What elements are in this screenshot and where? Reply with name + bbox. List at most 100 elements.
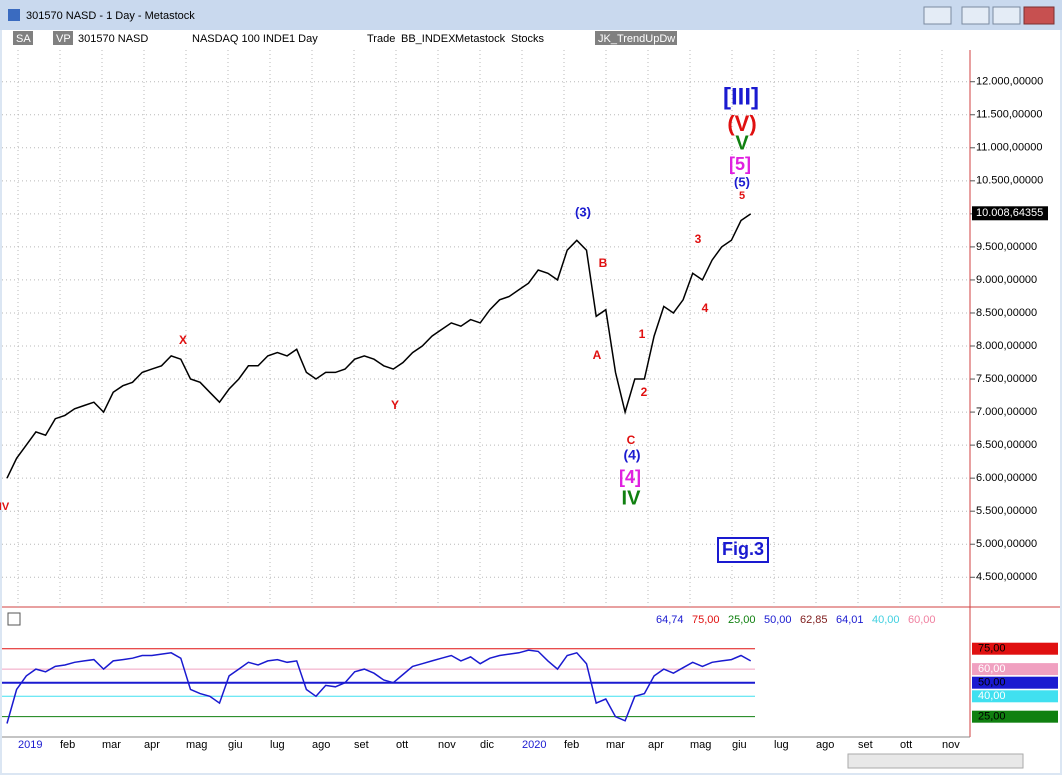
chart-area xyxy=(2,30,1060,773)
level-tag xyxy=(972,690,1058,703)
indicator-value: 25,00 xyxy=(728,614,756,626)
x-tick-label: apr xyxy=(144,739,160,751)
x-tick-label: dic xyxy=(480,739,495,751)
last-price-label: 10.008,64355 xyxy=(976,207,1043,219)
toolbar-item[interactable]: SA xyxy=(16,33,31,45)
level-tag xyxy=(972,663,1058,676)
toolbar-item[interactable]: JK_TrendUpDw xyxy=(598,33,675,45)
y-tick-label: 9.000,00000 xyxy=(976,274,1037,286)
y-tick-label: 7.000,00000 xyxy=(976,406,1037,418)
y-tick-label: 12.000,00000 xyxy=(976,76,1043,88)
window-buttons[interactable] xyxy=(923,6,1055,25)
wave-label: [4] xyxy=(619,467,641,487)
indicator-value: 64,01 xyxy=(836,614,864,626)
wave-label: 4 xyxy=(702,301,709,315)
wave-label: V xyxy=(735,132,749,154)
x-tick-label: giu xyxy=(732,739,747,751)
wave-label: B xyxy=(599,256,608,270)
y-tick-label: 7.500,00000 xyxy=(976,373,1037,385)
price-line xyxy=(6,213,752,479)
wave-label: IV xyxy=(622,487,642,509)
y-tick-label: 8.500,00000 xyxy=(976,307,1037,319)
window-title: 301570 NASD - 1 Day - Metastock xyxy=(26,10,195,22)
wave-label: 2 xyxy=(641,385,648,399)
x-tick-label: nov xyxy=(942,739,960,751)
scrollbar[interactable] xyxy=(847,753,1024,769)
toolbar-item[interactable]: Stocks xyxy=(511,33,545,45)
wave-label: X xyxy=(179,333,187,347)
wave-label: IV xyxy=(0,501,10,513)
toolbar-item[interactable]: 1 Day xyxy=(289,33,318,45)
x-tick-label: ott xyxy=(396,739,408,751)
level-tag xyxy=(972,676,1058,689)
app-icon xyxy=(8,9,20,21)
level-label: 75,00 xyxy=(978,643,1006,655)
title-bar xyxy=(0,0,1062,30)
maximize-button[interactable] xyxy=(992,6,1021,25)
x-tick-label: ago xyxy=(816,739,834,751)
annotation-box xyxy=(717,537,769,563)
x-tick-label: mag xyxy=(186,739,207,751)
x-tick-label: feb xyxy=(564,739,579,751)
wave-label: (V) xyxy=(727,111,756,136)
indicator-value: 40,00 xyxy=(872,614,900,626)
indicator-value: 75,00 xyxy=(692,614,720,626)
x-tick-label: 2019 xyxy=(18,739,42,751)
toolbar-item[interactable]: BB_INDEX xyxy=(401,33,456,45)
x-tick-label: mar xyxy=(606,739,625,751)
wave-label: C xyxy=(627,433,636,447)
x-tick-label: giu xyxy=(228,739,243,751)
toolbar-box xyxy=(53,31,73,45)
y-tick-label: 5.000,00000 xyxy=(976,538,1037,550)
x-tick-label: mag xyxy=(690,739,711,751)
indicator-value: 64,74 xyxy=(656,614,684,626)
wave-label: [5] xyxy=(729,154,751,174)
wave-label: Y xyxy=(391,398,399,412)
indicator-value: 50,00 xyxy=(764,614,792,626)
toolbar-item[interactable]: VP xyxy=(56,33,71,45)
toolbar-item[interactable]: Metastock xyxy=(455,33,506,45)
toolbar-box xyxy=(595,31,677,45)
y-tick-label: 4.500,00000 xyxy=(976,571,1037,583)
x-tick-label: feb xyxy=(60,739,75,751)
y-tick-label: 9.500,00000 xyxy=(976,241,1037,253)
y-tick-label: 8.000,00000 xyxy=(976,340,1037,352)
toolbar-item[interactable]: Trade xyxy=(367,33,395,45)
x-tick-label: lug xyxy=(774,739,789,751)
wave-label: 5 xyxy=(739,190,745,202)
level-label: 25,00 xyxy=(978,711,1006,723)
level-label: 50,00 xyxy=(978,677,1006,689)
x-tick-label: ott xyxy=(900,739,912,751)
x-tick-label: set xyxy=(858,739,873,751)
x-tick-label: ago xyxy=(312,739,330,751)
wave-label: 1 xyxy=(639,327,646,341)
x-tick-label: nov xyxy=(438,739,456,751)
x-tick-label: lug xyxy=(270,739,285,751)
wave-label: Fig.3 xyxy=(722,539,764,559)
restore-button[interactable] xyxy=(923,6,952,25)
indicator-value: 62,85 xyxy=(800,614,828,626)
wave-label: (4) xyxy=(623,447,640,463)
y-tick-label: 6.500,00000 xyxy=(976,439,1037,451)
toolbar-item[interactable]: 301570 NASD xyxy=(78,33,148,45)
wave-label: [III] xyxy=(723,83,759,110)
panel-close[interactable] xyxy=(7,612,21,626)
level-label: 40,00 xyxy=(978,690,1006,702)
toolbar-item[interactable]: NASDAQ 100 INDE xyxy=(192,33,289,45)
wave-label: (3) xyxy=(575,204,591,219)
indicator-value: 60,00 xyxy=(908,614,936,626)
wave-label: 3 xyxy=(695,232,702,246)
x-tick-label: apr xyxy=(648,739,664,751)
y-tick-label: 11.500,00000 xyxy=(976,109,1042,121)
level-tag xyxy=(972,710,1058,723)
wave-label: A xyxy=(593,348,602,362)
wave-label: (5) xyxy=(734,174,750,189)
y-tick-label: 5.500,00000 xyxy=(976,505,1037,517)
minimize-button[interactable] xyxy=(961,6,990,25)
y-tick-label: 10.500,00000 xyxy=(976,175,1043,187)
last-price-tag xyxy=(972,206,1048,221)
close-button[interactable] xyxy=(1023,6,1055,25)
level-label: 60,00 xyxy=(978,663,1006,675)
x-tick-label: set xyxy=(354,739,369,751)
